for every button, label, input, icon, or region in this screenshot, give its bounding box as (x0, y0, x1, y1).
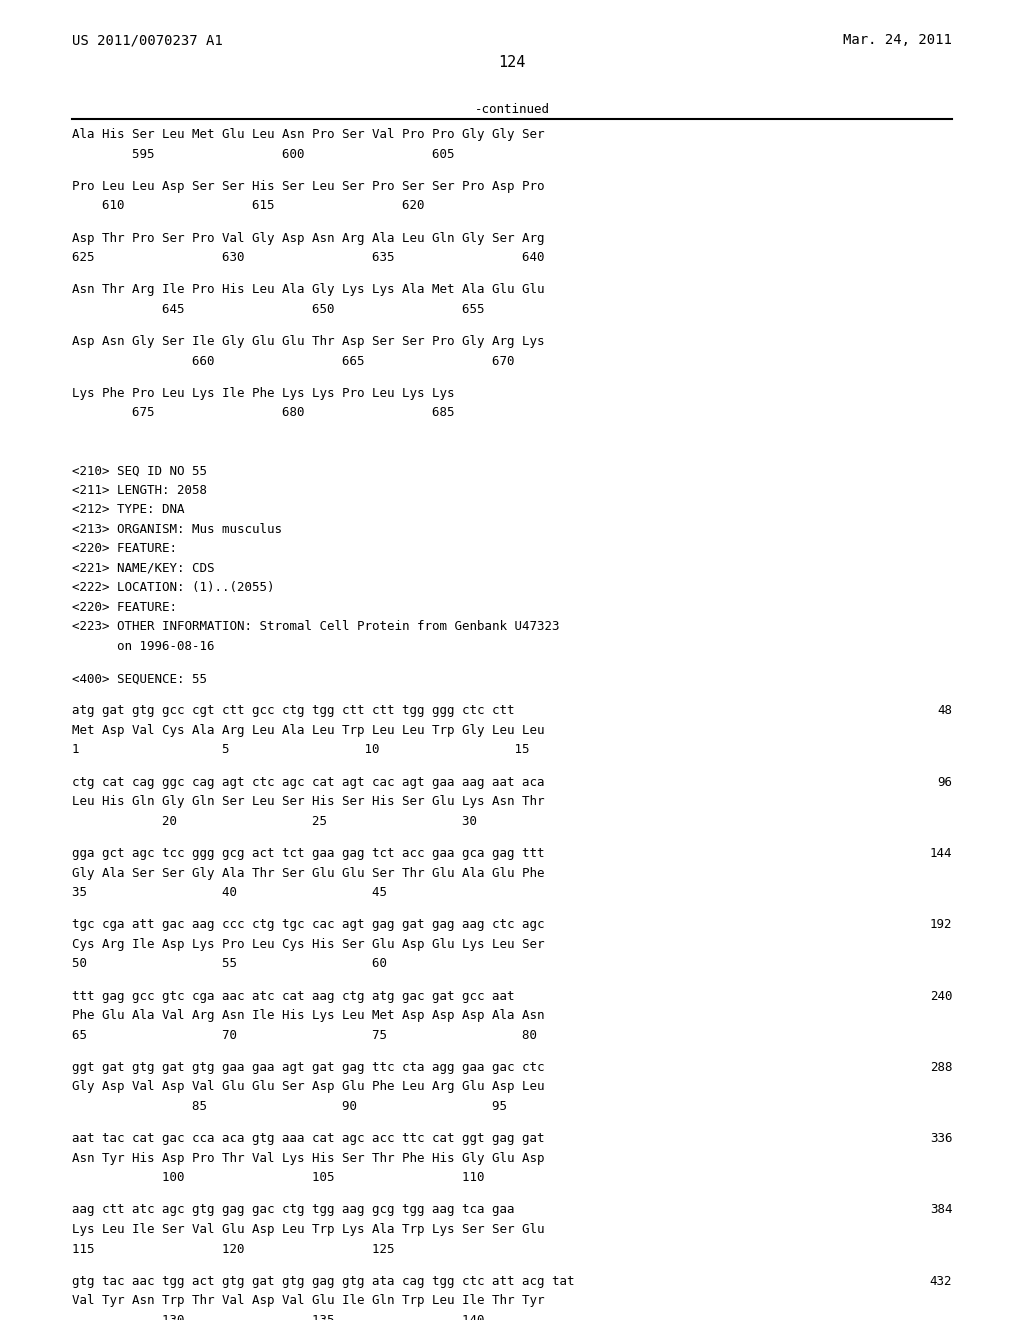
Text: -continued: -continued (474, 103, 550, 116)
Text: Cys Arg Ile Asp Lys Pro Leu Cys His Ser Glu Asp Glu Lys Leu Ser: Cys Arg Ile Asp Lys Pro Leu Cys His Ser … (72, 937, 544, 950)
Text: Ala His Ser Leu Met Glu Leu Asn Pro Ser Val Pro Pro Gly Gly Ser: Ala His Ser Leu Met Glu Leu Asn Pro Ser … (72, 128, 544, 141)
Text: <222> LOCATION: (1)..(2055): <222> LOCATION: (1)..(2055) (72, 581, 274, 594)
Text: Pro Leu Leu Asp Ser Ser His Ser Leu Ser Pro Ser Ser Pro Asp Pro: Pro Leu Leu Asp Ser Ser His Ser Leu Ser … (72, 180, 544, 193)
Text: Mar. 24, 2011: Mar. 24, 2011 (844, 33, 952, 48)
Text: 20                  25                  30: 20 25 30 (72, 814, 477, 828)
Text: <213> ORGANISM: Mus musculus: <213> ORGANISM: Mus musculus (72, 523, 282, 536)
Text: aag ctt atc agc gtg gag gac ctg tgg aag gcg tgg aag tca gaa: aag ctt atc agc gtg gag gac ctg tgg aag … (72, 1204, 514, 1217)
Text: <220> FEATURE:: <220> FEATURE: (72, 601, 177, 614)
Text: 288: 288 (930, 1061, 952, 1074)
Text: <221> NAME/KEY: CDS: <221> NAME/KEY: CDS (72, 562, 214, 574)
Text: Gly Asp Val Asp Val Glu Glu Ser Asp Glu Phe Leu Arg Glu Asp Leu: Gly Asp Val Asp Val Glu Glu Ser Asp Glu … (72, 1081, 544, 1093)
Text: 115                 120                 125: 115 120 125 (72, 1242, 394, 1255)
Text: 100                 105                 110: 100 105 110 (72, 1171, 484, 1184)
Text: <220> FEATURE:: <220> FEATURE: (72, 543, 177, 556)
Text: Asn Tyr His Asp Pro Thr Val Lys His Ser Thr Phe His Gly Glu Asp: Asn Tyr His Asp Pro Thr Val Lys His Ser … (72, 1152, 544, 1164)
Text: Lys Leu Ile Ser Val Glu Asp Leu Trp Lys Ala Trp Lys Ser Ser Glu: Lys Leu Ile Ser Val Glu Asp Leu Trp Lys … (72, 1224, 544, 1236)
Text: ttt gag gcc gtc cga aac atc cat aag ctg atg gac gat gcc aat: ttt gag gcc gtc cga aac atc cat aag ctg … (72, 990, 514, 1003)
Text: ggt gat gtg gat gtg gaa gaa agt gat gag ttc cta agg gaa gac ctc: ggt gat gtg gat gtg gaa gaa agt gat gag … (72, 1061, 544, 1074)
Text: on 1996-08-16: on 1996-08-16 (72, 640, 214, 653)
Text: gga gct agc tcc ggg gcg act tct gaa gag tct acc gaa gca gag ttt: gga gct agc tcc ggg gcg act tct gaa gag … (72, 847, 544, 859)
Text: 675                 680                 685: 675 680 685 (72, 407, 455, 420)
Text: Lys Phe Pro Leu Lys Ile Phe Lys Lys Pro Leu Lys Lys: Lys Phe Pro Leu Lys Ile Phe Lys Lys Pro … (72, 387, 455, 400)
Text: Val Tyr Asn Trp Thr Val Asp Val Glu Ile Gln Trp Leu Ile Thr Tyr: Val Tyr Asn Trp Thr Val Asp Val Glu Ile … (72, 1295, 544, 1307)
Text: Leu His Gln Gly Gln Ser Leu Ser His Ser His Ser Glu Lys Asn Thr: Leu His Gln Gly Gln Ser Leu Ser His Ser … (72, 795, 544, 808)
Text: gtg tac aac tgg act gtg gat gtg gag gtg ata cag tgg ctc att acg tat: gtg tac aac tgg act gtg gat gtg gag gtg … (72, 1275, 574, 1288)
Text: 96: 96 (937, 776, 952, 788)
Text: 645                 650                 655: 645 650 655 (72, 302, 484, 315)
Text: Asp Asn Gly Ser Ile Gly Glu Glu Thr Asp Ser Ser Pro Gly Arg Lys: Asp Asn Gly Ser Ile Gly Glu Glu Thr Asp … (72, 335, 544, 348)
Text: 625                 630                 635                 640: 625 630 635 640 (72, 251, 544, 264)
Text: US 2011/0070237 A1: US 2011/0070237 A1 (72, 33, 222, 48)
Text: 610                 615                 620: 610 615 620 (72, 199, 424, 213)
Text: Met Asp Val Cys Ala Arg Leu Ala Leu Trp Leu Leu Trp Gly Leu Leu: Met Asp Val Cys Ala Arg Leu Ala Leu Trp … (72, 723, 544, 737)
Text: 240: 240 (930, 990, 952, 1003)
Text: 432: 432 (930, 1275, 952, 1288)
Text: 595                 600                 605: 595 600 605 (72, 148, 455, 161)
Text: tgc cga att gac aag ccc ctg tgc cac agt gag gat gag aag ctc agc: tgc cga att gac aag ccc ctg tgc cac agt … (72, 919, 544, 932)
Text: <223> OTHER INFORMATION: Stromal Cell Protein from Genbank U47323: <223> OTHER INFORMATION: Stromal Cell Pr… (72, 620, 559, 634)
Text: 85                  90                  95: 85 90 95 (72, 1100, 507, 1113)
Text: 336: 336 (930, 1133, 952, 1146)
Text: Asn Thr Arg Ile Pro His Leu Ala Gly Lys Lys Ala Met Ala Glu Glu: Asn Thr Arg Ile Pro His Leu Ala Gly Lys … (72, 284, 544, 297)
Text: 124: 124 (499, 55, 525, 70)
Text: Gly Ala Ser Ser Gly Ala Thr Ser Glu Glu Ser Thr Glu Ala Glu Phe: Gly Ala Ser Ser Gly Ala Thr Ser Glu Glu … (72, 866, 544, 879)
Text: <400> SEQUENCE: 55: <400> SEQUENCE: 55 (72, 672, 207, 685)
Text: 35                  40                  45: 35 40 45 (72, 886, 387, 899)
Text: atg gat gtg gcc cgt ctt gcc ctg tgg ctt ctt tgg ggg ctc ctt: atg gat gtg gcc cgt ctt gcc ctg tgg ctt … (72, 705, 514, 717)
Text: aat tac cat gac cca aca gtg aaa cat agc acc ttc cat ggt gag gat: aat tac cat gac cca aca gtg aaa cat agc … (72, 1133, 544, 1146)
Text: 65                  70                  75                  80: 65 70 75 80 (72, 1028, 537, 1041)
Text: 660                 665                 670: 660 665 670 (72, 355, 514, 368)
Text: 1                   5                  10                  15: 1 5 10 15 (72, 743, 529, 756)
Text: <211> LENGTH: 2058: <211> LENGTH: 2058 (72, 483, 207, 496)
Text: 384: 384 (930, 1204, 952, 1217)
Text: ctg cat cag ggc cag agt ctc agc cat agt cac agt gaa aag aat aca: ctg cat cag ggc cag agt ctc agc cat agt … (72, 776, 544, 788)
Text: <210> SEQ ID NO 55: <210> SEQ ID NO 55 (72, 465, 207, 477)
Text: 50                  55                  60: 50 55 60 (72, 957, 387, 970)
Text: Phe Glu Ala Val Arg Asn Ile His Lys Leu Met Asp Asp Asp Ala Asn: Phe Glu Ala Val Arg Asn Ile His Lys Leu … (72, 1008, 544, 1022)
Text: 130                 135                 140: 130 135 140 (72, 1313, 484, 1320)
Text: 144: 144 (930, 847, 952, 859)
Text: 48: 48 (937, 705, 952, 717)
Text: <212> TYPE: DNA: <212> TYPE: DNA (72, 503, 184, 516)
Text: Asp Thr Pro Ser Pro Val Gly Asp Asn Arg Ala Leu Gln Gly Ser Arg: Asp Thr Pro Ser Pro Val Gly Asp Asn Arg … (72, 231, 544, 244)
Text: 192: 192 (930, 919, 952, 932)
